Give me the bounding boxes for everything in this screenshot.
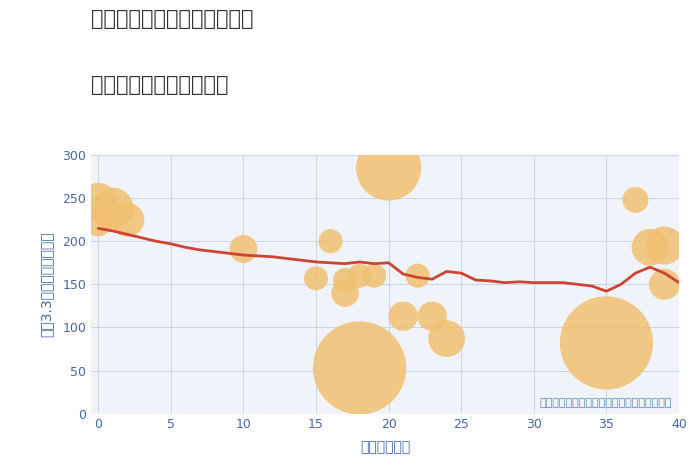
Point: [354, 272, 365, 280]
Point: [398, 313, 409, 320]
Point: [340, 276, 351, 284]
X-axis label: 築年数（年）: 築年数（年）: [360, 440, 410, 454]
Point: [238, 245, 249, 253]
Point: [107, 205, 118, 212]
Point: [340, 289, 351, 297]
Point: [122, 216, 133, 223]
Text: 神奈川県川崎市高津区久本の: 神奈川県川崎市高津区久本の: [91, 9, 253, 30]
Point: [659, 281, 670, 288]
Text: 築年数別中古戸建て価格: 築年数別中古戸建て価格: [91, 75, 228, 95]
Point: [601, 339, 612, 347]
Point: [325, 237, 336, 245]
Point: [92, 219, 104, 226]
Point: [383, 164, 394, 172]
Point: [92, 199, 104, 206]
Point: [368, 272, 379, 280]
Point: [412, 272, 423, 280]
Point: [354, 364, 365, 372]
Point: [659, 242, 670, 249]
Point: [310, 274, 321, 282]
Point: [645, 243, 656, 251]
Point: [441, 335, 452, 342]
Point: [630, 196, 641, 204]
Text: 円の大きさは、取引のあった物件面積を示す: 円の大きさは、取引のあった物件面積を示す: [539, 399, 672, 408]
Point: [426, 313, 438, 320]
Y-axis label: 坪（3.3㎡）単価（万円）: 坪（3.3㎡）単価（万円）: [40, 232, 54, 337]
